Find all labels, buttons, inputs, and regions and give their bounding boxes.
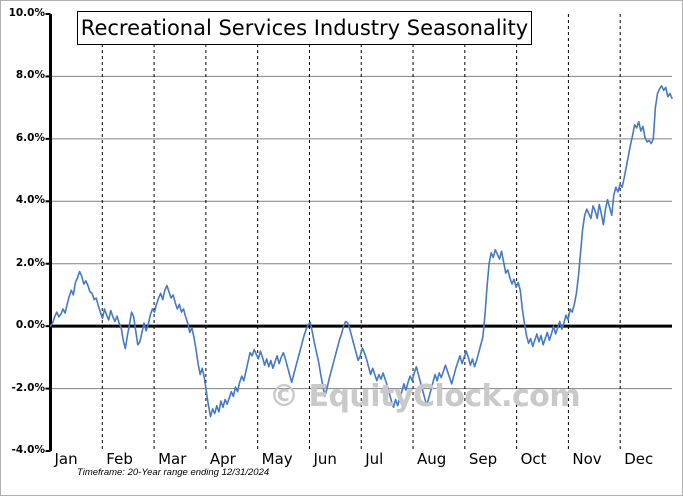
x-axis-tick-label: May <box>261 450 293 468</box>
timeframe-footnote: Timeframe: 20-Year range ending 12/31/20… <box>77 467 270 478</box>
chart-title-box: Recreational Services Industry Seasonali… <box>77 11 532 45</box>
y-axis-tick-label: -2.0% <box>11 381 45 394</box>
x-axis-tick-label: Apr <box>209 450 236 468</box>
y-axis-tick-label: 6.0% <box>15 131 45 144</box>
x-axis-tick-label: Oct <box>520 450 547 468</box>
seasonality-line-series <box>49 84 673 418</box>
x-axis-tick-label: Jul <box>365 450 384 468</box>
y-axis-tick-label: 8.0% <box>15 69 45 82</box>
y-axis-tick-label: 4.0% <box>15 194 45 207</box>
x-axis-tick-label: Nov <box>572 450 602 468</box>
x-axis-tick-label: Dec <box>624 450 654 468</box>
x-axis-tick-label: Jun <box>313 450 337 468</box>
x-axis-tick-label: Aug <box>417 450 447 468</box>
y-axis-tick-marks <box>45 13 51 452</box>
x-axis-tick-label: Jan <box>54 450 78 468</box>
axis-lines <box>49 14 672 451</box>
x-axis-tick-label: Feb <box>106 450 133 468</box>
x-axis-tick-label: Mar <box>158 450 187 468</box>
vertical-month-gridlines <box>101 14 621 451</box>
y-axis-tick-label: 2.0% <box>15 256 45 269</box>
x-axis-tick-label: Sep <box>468 450 498 468</box>
y-axis-tick-label: -4.0% <box>11 444 45 456</box>
page-title: Recreational Services Industry Seasonali… <box>80 16 529 40</box>
y-axis-tick-label: 0.0% <box>15 319 45 332</box>
y-axis-tick-label: 10.0% <box>8 7 45 19</box>
